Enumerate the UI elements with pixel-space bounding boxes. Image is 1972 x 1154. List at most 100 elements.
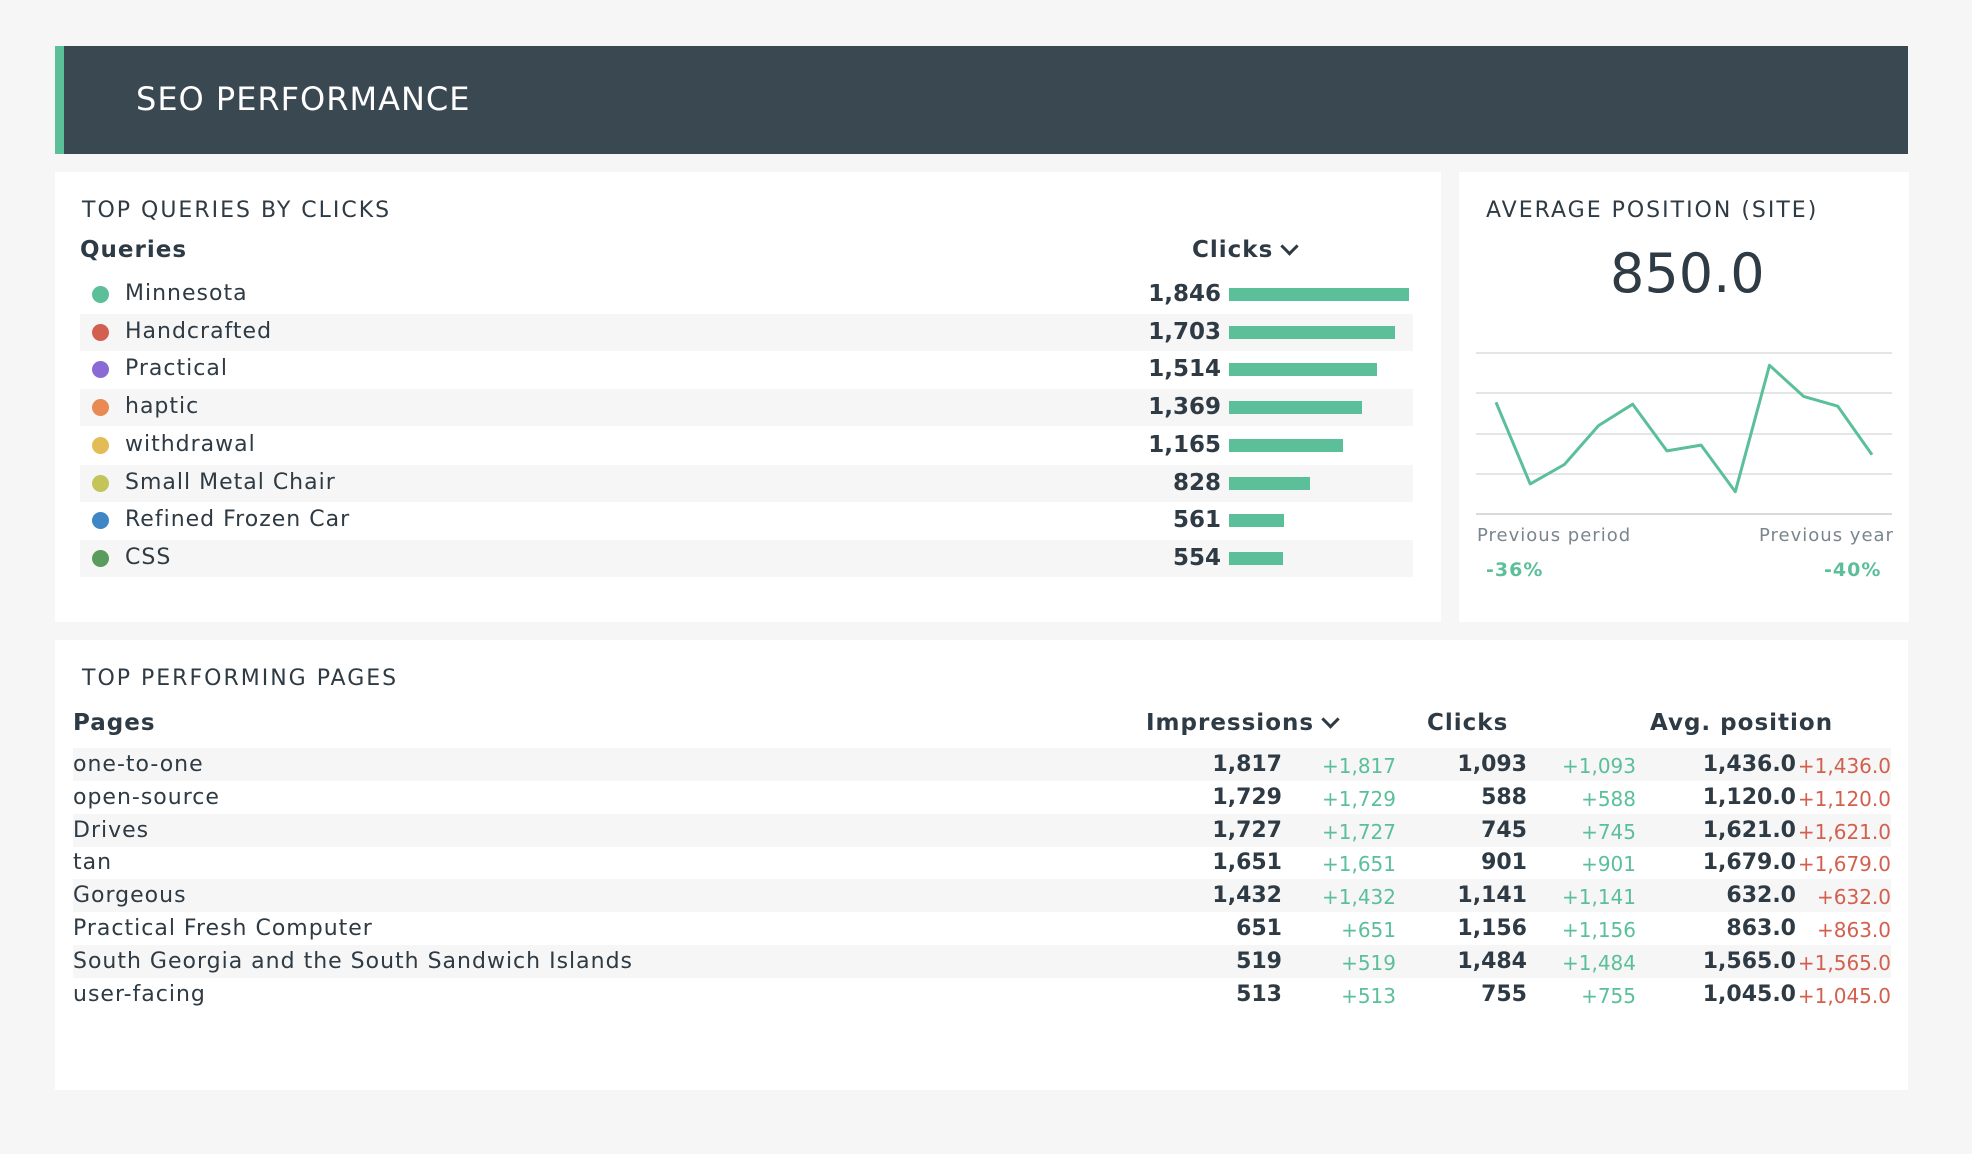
query-clicks-bar — [1229, 438, 1343, 452]
chevron-down-icon — [1280, 237, 1299, 256]
query-clicks-value: 1,514 — [1148, 356, 1221, 383]
query-clicks-value: 561 — [1172, 507, 1221, 534]
clicks-delta: +1,156 — [1561, 918, 1636, 942]
previous-year-label: Previous year — [1759, 525, 1894, 546]
page-row[interactable]: tan 1,651 +1,651 901 +901 1,679.0 +1,679.0 — [73, 846, 1891, 879]
avg-position-column-header[interactable]: Avg. position — [1650, 710, 1834, 736]
series-color-dot — [92, 399, 109, 417]
page-name: Gorgeous — [73, 883, 187, 909]
query-clicks-bar — [1229, 514, 1284, 528]
top-pages-card — [55, 640, 1908, 1090]
average-position-title: AVERAGE POSITION (SITE) — [1486, 198, 1819, 223]
page-row[interactable]: South Georgia and the South Sandwich Isl… — [73, 944, 1891, 978]
page-name: Drives — [73, 817, 150, 843]
clicks-delta: +1,141 — [1561, 885, 1636, 910]
impressions-value: 1,727 — [1212, 817, 1282, 843]
series-color-dot — [92, 436, 109, 454]
impressions-value: 1,817 — [1212, 752, 1282, 777]
page-row[interactable]: user-facing 513 +513 755 +755 1,045.0 +1,045.0 — [73, 978, 1891, 1011]
query-label: Handcrafted — [125, 318, 273, 344]
sparkline-series — [1494, 363, 1874, 494]
clicks-column-header[interactable]: Clicks — [1192, 237, 1299, 263]
clicks-value: 755 — [1481, 981, 1527, 1007]
impressions-value: 519 — [1236, 948, 1282, 974]
query-row[interactable]: Practical 1,514 — [80, 351, 1413, 388]
avg-position-value: 632.0 — [1726, 883, 1796, 909]
page-row[interactable]: Gorgeous 1,432 +1,432 1,141 +1,141 632.0 +632.… — [73, 879, 1891, 913]
series-color-dot — [92, 474, 109, 492]
query-row[interactable]: haptic 1,369 — [80, 389, 1413, 427]
avg-position-value: 1,436.0 — [1702, 752, 1796, 777]
series-color-dot — [92, 323, 109, 341]
pages-column-header: Pages — [73, 710, 156, 736]
avg-position-delta: +1,565.0 — [1797, 950, 1891, 975]
impressions-delta: +513 — [1341, 983, 1396, 1008]
query-row[interactable]: Handcrafted 1,703 — [80, 313, 1413, 351]
page-row[interactable]: Drives 1,727 +1,727 745 +745 1,621.0 +1,621.0 — [73, 813, 1891, 847]
impressions-delta: +1,651 — [1321, 852, 1396, 877]
query-clicks-bar — [1229, 288, 1409, 301]
clicks-column-header-pages[interactable]: Clicks — [1427, 710, 1509, 736]
impressions-delta: +1,727 — [1321, 819, 1396, 844]
top-pages-title: TOP PERFORMING PAGES — [82, 666, 399, 691]
series-color-dot — [92, 361, 109, 379]
page-name: open-source — [73, 784, 220, 810]
page-name: user-facing — [73, 981, 206, 1007]
query-clicks-bar — [1229, 363, 1377, 377]
clicks-delta: +901 — [1581, 852, 1636, 877]
series-color-dot — [92, 286, 109, 303]
impressions-value: 1,729 — [1212, 784, 1282, 810]
avg-position-value: 1,621.0 — [1702, 817, 1796, 843]
impressions-value: 1,432 — [1212, 883, 1282, 909]
clicks-delta: +755 — [1581, 983, 1636, 1008]
query-row[interactable]: CSS 554 — [80, 539, 1413, 577]
page-row[interactable]: one-to-one 1,817 +1,817 1,093 +1,093 1,436.0 +… — [73, 748, 1891, 781]
avg-position-value: 863.0 — [1726, 916, 1796, 941]
query-row[interactable]: Minnesota 1,846 — [80, 276, 1413, 313]
avg-position-value: 1,045.0 — [1702, 981, 1796, 1007]
previous-period-label: Previous period — [1477, 525, 1632, 546]
clicks-value: 1,484 — [1457, 948, 1527, 974]
previous-period-delta: -36% — [1486, 559, 1544, 581]
query-clicks-bar — [1229, 551, 1284, 565]
impressions-value: 1,651 — [1212, 850, 1282, 876]
average-position-sparkline — [1476, 352, 1892, 515]
query-label: Refined Frozen Car — [125, 507, 351, 533]
query-label: Practical — [125, 356, 228, 382]
query-label: CSS — [125, 544, 172, 570]
avg-position-value: 1,679.0 — [1702, 850, 1796, 876]
query-clicks-bar — [1229, 401, 1363, 415]
clicks-value: 588 — [1481, 784, 1527, 810]
clicks-column-label: Clicks — [1192, 237, 1274, 263]
series-color-dot — [92, 549, 109, 567]
avg-position-delta: +1,436.0 — [1797, 754, 1891, 778]
impressions-delta: +1,729 — [1321, 786, 1396, 811]
previous-year-delta: -40% — [1824, 559, 1882, 581]
page-row[interactable]: Practical Fresh Computer 651 +651 1,156 +1,1… — [73, 912, 1891, 945]
avg-position-delta: +1,621.0 — [1797, 819, 1891, 844]
clicks-delta: +1,484 — [1561, 950, 1636, 975]
impressions-column-header[interactable]: Impressions — [1146, 710, 1340, 736]
impressions-value: 513 — [1236, 981, 1282, 1007]
page-row[interactable]: open-source 1,729 +1,729 588 +588 1,120.0 +1,1… — [73, 781, 1891, 814]
average-position-card — [1459, 172, 1909, 622]
avg-position-value: 1,120.0 — [1702, 784, 1796, 810]
impressions-delta: +519 — [1341, 950, 1396, 975]
query-clicks-bar — [1229, 476, 1310, 490]
query-row[interactable]: Small Metal Chair 828 — [80, 464, 1413, 502]
top-queries-title: TOP QUERIES BY CLICKS — [82, 198, 392, 223]
query-row[interactable]: Refined Frozen Car 561 — [80, 502, 1413, 539]
page-name: one-to-one — [73, 752, 204, 777]
impressions-delta: +1,432 — [1321, 885, 1396, 910]
dashboard-header: SEO PERFORMANCE — [55, 46, 1908, 154]
chevron-down-icon — [1321, 710, 1340, 729]
clicks-value: 1,093 — [1457, 752, 1527, 777]
query-label: haptic — [125, 394, 200, 420]
query-label: Minnesota — [125, 281, 248, 306]
average-position-value: 850.0 — [1610, 242, 1765, 305]
query-row[interactable]: withdrawal 1,165 — [80, 427, 1413, 464]
page-name: South Georgia and the South Sandwich Isl… — [73, 948, 634, 974]
impressions-delta: +1,817 — [1321, 754, 1396, 778]
impressions-column-label: Impressions — [1146, 710, 1315, 736]
clicks-delta: +588 — [1581, 786, 1636, 811]
